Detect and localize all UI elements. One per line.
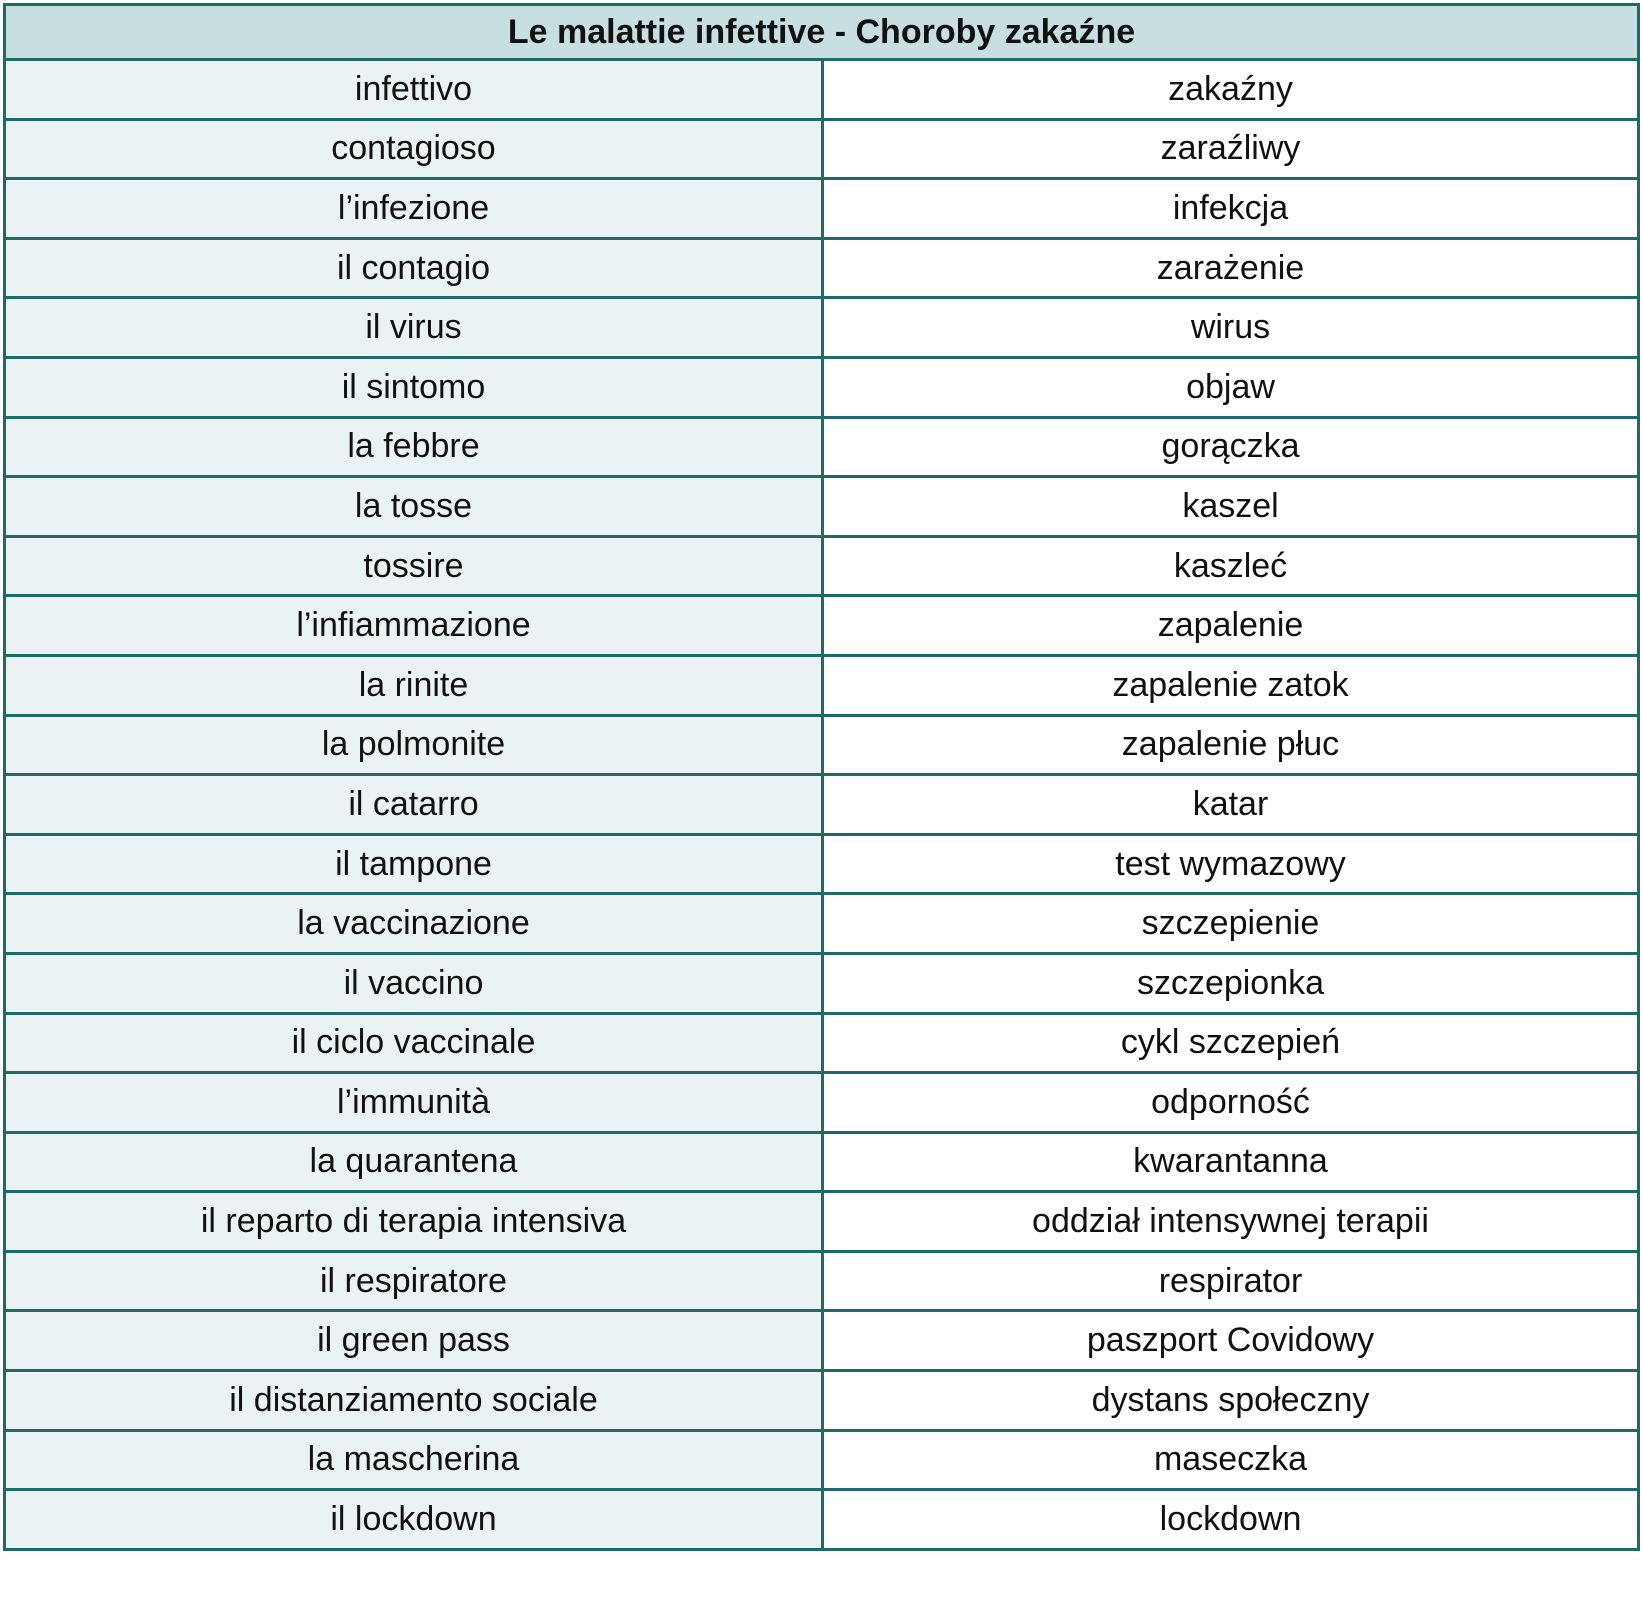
italian-term: l’infiammazione — [3, 594, 824, 657]
table-header-row: Le malattie infettive - Choroby zakaźne — [3, 3, 1640, 61]
italian-term: il green pass — [3, 1309, 824, 1373]
polish-term: infekcja — [821, 177, 1640, 240]
polish-term: zaraźliwy — [821, 117, 1640, 181]
italian-term: la febbre — [3, 415, 824, 479]
table-row: la vaccinazione szczepienie — [3, 892, 1640, 955]
polish-term: zakaźny — [821, 58, 1640, 121]
italian-term: la mascherina — [3, 1428, 824, 1492]
polish-term: cykl szczepień — [821, 1011, 1640, 1075]
polish-term: zapalenie — [821, 594, 1640, 657]
italian-term: il vaccino — [3, 951, 824, 1015]
italian-term: infettivo — [3, 58, 824, 121]
polish-term: zapalenie płuc — [821, 713, 1640, 777]
table-row: la rinite zapalenie zatok — [3, 653, 1640, 717]
polish-term: zapalenie zatok — [821, 653, 1640, 717]
italian-term: la polmonite — [3, 713, 824, 777]
table-row: il tampone test wymazowy — [3, 832, 1640, 896]
italian-term: la quarantena — [3, 1130, 824, 1194]
polish-term: szczepienie — [821, 892, 1640, 955]
table-row: la polmonite zapalenie płuc — [3, 713, 1640, 777]
table-row: il vaccino szczepionka — [3, 951, 1640, 1015]
table-row: l’immunità odporność — [3, 1071, 1640, 1134]
polish-term: katar — [821, 773, 1640, 836]
table-row: il reparto di terapia intensiva oddział i… — [3, 1190, 1640, 1253]
table-row: il lockdown lockdown — [3, 1488, 1640, 1551]
polish-term: kaszel — [821, 475, 1640, 538]
italian-term: contagioso — [3, 117, 824, 181]
table-row: il sintomo objaw — [3, 355, 1640, 419]
polish-term: test wymazowy — [821, 832, 1640, 896]
table-row: il green pass paszport Covidowy — [3, 1309, 1640, 1373]
table-row: la tosse kaszel — [3, 475, 1640, 538]
polish-term: respirator — [821, 1249, 1640, 1313]
table-row: l’infezione infekcja — [3, 177, 1640, 240]
polish-term: wirus — [821, 296, 1640, 359]
polish-term: oddział intensywnej terapii — [821, 1190, 1640, 1253]
polish-term: kaszleć — [821, 534, 1640, 598]
italian-term: il contagio — [3, 236, 824, 300]
polish-term: paszport Covidowy — [821, 1309, 1640, 1373]
italian-term: la rinite — [3, 653, 824, 717]
polish-term: odporność — [821, 1071, 1640, 1134]
table-row: la febbre gorączka — [3, 415, 1640, 479]
table-row: la quarantena kwarantanna — [3, 1130, 1640, 1194]
italian-term: l’infezione — [3, 177, 824, 240]
italian-term: il tampone — [3, 832, 824, 896]
italian-term: la tosse — [3, 475, 824, 538]
table-row: il respiratore respirator — [3, 1249, 1640, 1313]
italian-term: il distanziamento sociale — [3, 1369, 824, 1432]
table-row: tossire kaszleć — [3, 534, 1640, 598]
table-row: contagioso zaraźliwy — [3, 117, 1640, 181]
table-row: il virus wirus — [3, 296, 1640, 359]
polish-term: objaw — [821, 355, 1640, 419]
table-row: infettivo zakaźny — [3, 58, 1640, 121]
polish-term: dystans społeczny — [821, 1369, 1640, 1432]
italian-term: il respiratore — [3, 1249, 824, 1313]
italian-term: l’immunità — [3, 1071, 824, 1134]
italian-term: il sintomo — [3, 355, 824, 419]
polish-term: gorączka — [821, 415, 1640, 479]
polish-term: lockdown — [821, 1488, 1640, 1551]
table-row: l’infiammazione zapalenie — [3, 594, 1640, 657]
italian-term: il ciclo vaccinale — [3, 1011, 824, 1075]
italian-term: tossire — [3, 534, 824, 598]
italian-term: il lockdown — [3, 1488, 824, 1551]
table-row: la mascherina maseczka — [3, 1428, 1640, 1492]
italian-term: il catarro — [3, 773, 824, 836]
italian-term: la vaccinazione — [3, 892, 824, 955]
table-row: il contagio zarażenie — [3, 236, 1640, 300]
table-row: il distanziamento sociale dystans społecz… — [3, 1369, 1640, 1432]
polish-term: zarażenie — [821, 236, 1640, 300]
polish-term: szczepionka — [821, 951, 1640, 1015]
italian-term: il virus — [3, 296, 824, 359]
polish-term: maseczka — [821, 1428, 1640, 1492]
table-row: il catarro katar — [3, 773, 1640, 836]
vocabulary-table: Le malattie infettive - Choroby zakaźne … — [3, 3, 1640, 1551]
table-row: il ciclo vaccinale cykl szczepień — [3, 1011, 1640, 1075]
polish-term: kwarantanna — [821, 1130, 1640, 1194]
table-title: Le malattie infettive - Choroby zakaźne — [3, 3, 1640, 61]
italian-term: il reparto di terapia intensiva — [3, 1190, 824, 1253]
